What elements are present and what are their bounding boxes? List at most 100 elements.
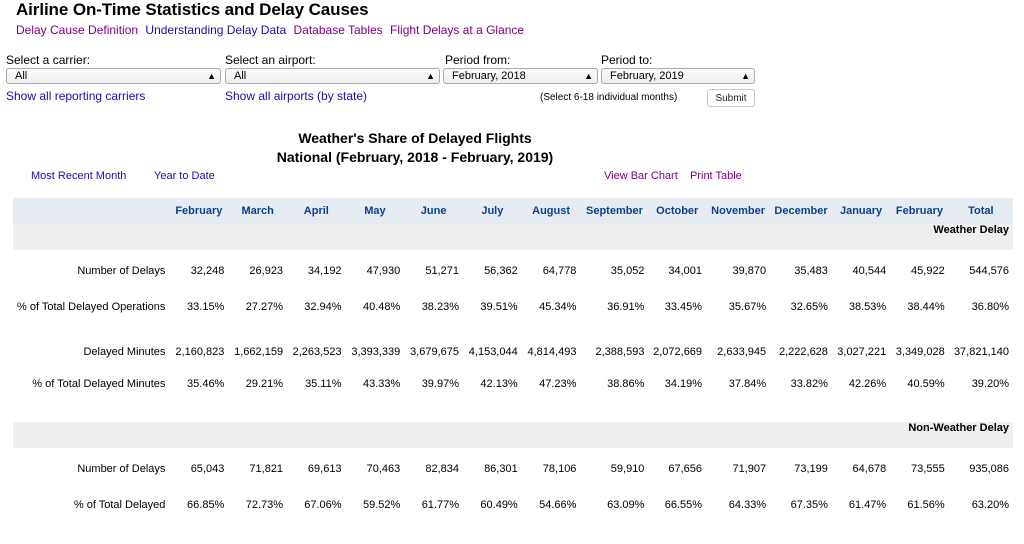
section-title: Non-Weather Delay	[13, 422, 1013, 448]
link-understanding-delay-data[interactable]: Understanding Delay Data	[145, 23, 287, 37]
table-cell: 47,930	[366, 265, 401, 277]
airport-select[interactable]: All ▲︎	[225, 68, 440, 84]
table-cell: 1,662,159	[234, 346, 284, 358]
table-cell: 72.73%	[245, 499, 284, 511]
link-database-tables[interactable]: Database Tables	[293, 23, 383, 37]
carrier-select-value: All	[15, 70, 28, 82]
table-cell: 61.47%	[848, 499, 887, 511]
table-cell: 65,043	[190, 463, 225, 475]
column-header: October	[648, 198, 707, 224]
most-recent-month-link[interactable]: Most Recent Month	[31, 170, 127, 182]
table-cell: 64,778	[542, 265, 577, 277]
table-row: Delayed Minutes 2,160,823 1,662,159 2,263,5…	[13, 346, 1013, 378]
column-header: June	[404, 198, 463, 224]
table-cell: 39,870	[732, 265, 767, 277]
table-cell: 39.97%	[421, 378, 459, 390]
report-subtitle: National (February, 2018 - February, 201…	[276, 149, 554, 165]
column-header: September	[580, 198, 649, 224]
table-row: % of Total Delayed Operations 33.15% 27.27…	[13, 301, 1013, 346]
row-label: % of Total Delayed Minutes	[32, 378, 166, 390]
period-from-label: Period from:	[445, 53, 511, 67]
table-cell: 60.49%	[480, 499, 518, 511]
report-title: Weather's Share of Delayed Flights	[298, 130, 532, 146]
show-all-carriers-link[interactable]: Show all reporting carriers	[6, 89, 146, 103]
column-header: February	[890, 198, 949, 224]
carrier-label: Select a carrier:	[6, 53, 91, 67]
table-cell: 73,199	[794, 463, 828, 475]
column-header: May	[345, 198, 405, 224]
table-cell: 40.59%	[907, 378, 945, 390]
table-cell: 45.34%	[539, 301, 577, 313]
section-row: Non-Weather Delay	[13, 422, 1013, 448]
table-cell: 67.06%	[304, 499, 342, 511]
table-cell: 3,349,028	[895, 346, 945, 358]
airport-label: Select an airport:	[225, 53, 316, 67]
table-cell: 71,907	[732, 463, 767, 475]
period-to-select[interactable]: February, 2019 ▲︎	[601, 68, 755, 84]
table-cell: 36.80%	[971, 301, 1009, 313]
column-header: November	[706, 198, 771, 224]
link-delay-cause-definition[interactable]: Delay Cause Definition	[16, 23, 139, 37]
column-header: January	[831, 198, 891, 224]
table-cell: 34,001	[668, 265, 703, 277]
show-all-airports-link[interactable]: Show all airports (by state)	[225, 89, 368, 103]
table-cell: 4,814,493	[527, 346, 577, 358]
table-cell: 51,271	[425, 265, 459, 277]
column-header: April	[287, 198, 346, 224]
table-cell: 69,613	[307, 463, 342, 475]
table-cell: 70,463	[366, 463, 401, 475]
table-cell: 34,192	[307, 265, 342, 277]
link-flight-delays-at-a-glance[interactable]: Flight Delays at a Glance	[390, 23, 525, 37]
table-cell: 73,555	[911, 463, 945, 475]
table-cell: 42.26%	[848, 378, 887, 390]
period-to-value: February, 2019	[610, 70, 684, 82]
table-cell: 38.86%	[607, 378, 645, 390]
airport-select-value: All	[234, 70, 247, 82]
row-label: Number of Delays	[77, 265, 166, 277]
table-cell: 544,576	[969, 265, 1009, 277]
table-cell: 2,633,945	[717, 346, 767, 358]
table-cell: 36.91%	[607, 301, 645, 313]
table-cell: 33.15%	[187, 301, 225, 313]
period-from-value: February, 2018	[452, 70, 526, 82]
column-header: February	[169, 198, 229, 224]
row-label: % of Total Delayed	[73, 499, 166, 511]
spacer-row	[13, 448, 1013, 463]
table-cell: 61.77%	[421, 499, 459, 511]
table-cell: 2,388,593	[595, 346, 645, 358]
table-cell: 35,052	[610, 265, 645, 277]
print-table-link[interactable]: Print Table	[690, 170, 742, 182]
view-bar-chart-link[interactable]: View Bar Chart	[604, 170, 678, 182]
table-cell: 35,483	[794, 265, 828, 277]
table-cell: 63.20%	[971, 499, 1009, 511]
table-row: Number of Delays 32,248 26,923 34,192 47,930…	[13, 265, 1013, 301]
delay-table: February March April May June July Augus…	[13, 198, 1013, 544]
table-cell: 33.45%	[664, 301, 703, 313]
table-cell: 35.67%	[728, 301, 767, 313]
table-cell: 64.33%	[728, 499, 767, 511]
table-cell: 29.21%	[245, 378, 284, 390]
table-cell: 40,544	[852, 265, 887, 277]
period-from-select[interactable]: February, 2018 ▲︎	[443, 68, 598, 84]
table-cell: 39.51%	[480, 301, 518, 313]
table-cell: 38.23%	[421, 301, 459, 313]
table-cell: 59.52%	[362, 499, 401, 511]
table-cell: 43.33%	[362, 378, 401, 390]
period-to-label: Period to:	[601, 53, 653, 67]
submit-button[interactable]: Submit	[707, 89, 755, 107]
table-cell: 40.48%	[362, 301, 401, 313]
year-to-date-link[interactable]: Year to Date	[154, 170, 215, 182]
carrier-select[interactable]: All ▲︎	[6, 68, 221, 84]
table-cell: 4,153,044	[468, 346, 518, 358]
table-cell: 32,248	[190, 265, 225, 277]
table-cell: 61.56%	[907, 499, 945, 511]
table-cell: 2,160,823	[175, 346, 225, 358]
column-header: July	[463, 198, 522, 224]
row-label: % of Total Delayed Operations	[17, 301, 166, 313]
chevron-updown-icon: ▲︎	[207, 71, 216, 81]
table-cell: 67,656	[668, 463, 703, 475]
table-row: % of Total Delayed Minutes 35.46% 29.21% 35…	[13, 378, 1013, 422]
table-cell: 32.94%	[304, 301, 342, 313]
table-cell: 78,106	[542, 463, 577, 475]
chevron-updown-icon: ▲︎	[426, 71, 435, 81]
